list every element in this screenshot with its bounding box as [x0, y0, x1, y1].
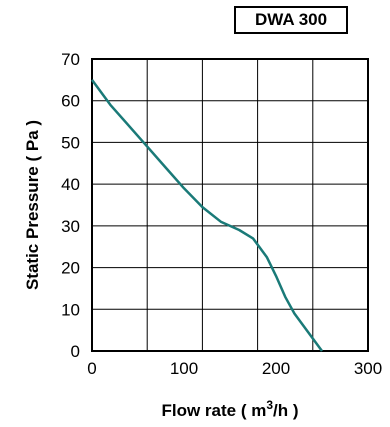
x-axis-label: Flow rate ( m3/h )	[161, 398, 298, 420]
x-tick-label: 300	[354, 359, 382, 378]
y-tick-label: 70	[61, 50, 80, 69]
y-tick-labels: 0 10 20 30 40 50 60 70	[61, 50, 80, 361]
y-tick-label: 10	[61, 300, 80, 319]
x-tick-label: 200	[262, 359, 290, 378]
y-tick-label: 40	[61, 175, 80, 194]
series-line	[90, 79, 324, 352]
y-tick-label: 30	[61, 217, 80, 236]
x-axis-label-base: Flow rate ( m	[161, 401, 266, 420]
grid-lines	[92, 59, 368, 351]
x-tick-label: 100	[170, 359, 198, 378]
y-tick-label: 20	[61, 259, 80, 278]
y-tick-label: 0	[71, 342, 80, 361]
model-badge: DWA 300	[234, 6, 348, 34]
y-axis-label: Static Pressure ( Pa )	[23, 120, 42, 290]
y-tick-label: 50	[61, 133, 80, 152]
x-tick-label: 0	[87, 359, 96, 378]
x-tick-labels: 0 100 200 300	[87, 359, 382, 378]
plot-frame	[91, 58, 369, 352]
x-axis-label-tail: /h )	[273, 401, 299, 420]
x-axis-label-sup: 3	[266, 398, 273, 412]
y-tick-label: 60	[61, 92, 80, 111]
